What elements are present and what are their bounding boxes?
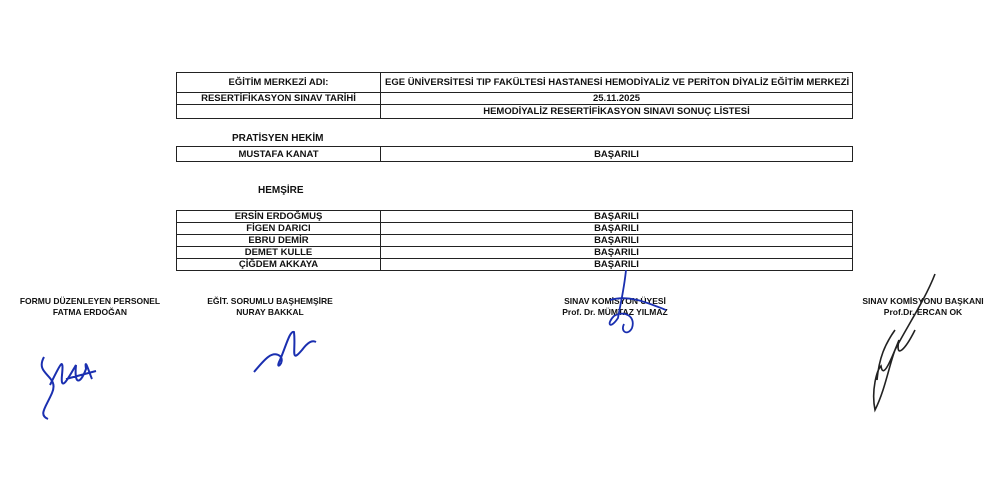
person-result: BAŞARILI: [380, 258, 853, 271]
handwritten-signature-icon: [608, 270, 667, 334]
person-result: BAŞARILI: [380, 246, 853, 259]
section-title-nurse: HEMŞİRE: [258, 185, 304, 196]
person-result: BAŞARILI: [380, 222, 853, 235]
person-result: BAŞARILI: [380, 234, 853, 247]
table-row: FİGEN DARICI BAŞARILI: [176, 222, 853, 235]
handwritten-signature-icon: [40, 356, 97, 420]
signature-block-member: SINAV KOMİSYON ÜYESİ Prof. Dr. MÜMTAZ YI…: [540, 296, 690, 318]
table-row: EBRU DEMİR BAŞARILI: [176, 234, 853, 247]
date-label: RESERTİFİKASYON SINAV TARİHİ: [176, 92, 381, 105]
signer-role: SINAV KOMİSYON ÜYESİ: [564, 296, 666, 306]
table-row: HEMODİYALİZ RESERTİFİKASYON SINAVI SONUÇ…: [176, 104, 853, 119]
person-name: ERSİN ERDOĞMUŞ: [176, 210, 381, 223]
table-row: RESERTİFİKASYON SINAV TARİHİ 25.11.2025: [176, 92, 853, 105]
table-row: DEMET KULLE BAŞARILI: [176, 246, 853, 259]
person-result: BAŞARILI: [380, 146, 853, 162]
nurse-table: ERSİN ERDOĞMUŞ BAŞARILI FİGEN DARICI BAŞAR…: [176, 210, 853, 271]
person-name: MUSTAFA KANAT: [176, 146, 381, 162]
person-name: EBRU DEMİR: [176, 234, 381, 247]
table-row: ÇİĞDEM AKKAYA BAŞARILI: [176, 258, 853, 271]
physician-table: MUSTAFA KANAT BAŞARILI: [176, 146, 853, 162]
list-title: HEMODİYALİZ RESERTİFİKASYON SINAVI SONUÇ…: [380, 104, 853, 119]
signature-block-head-nurse: EĞİT. SORUMLU BAŞHEMŞİRE NURAY BAKKAL: [195, 296, 345, 318]
signer-name: Prof.Dr. ERCAN OK: [883, 307, 963, 317]
handwritten-signature-icon: [253, 330, 317, 373]
person-name: DEMET KULLE: [176, 246, 381, 259]
signer-name: Prof. Dr. MÜMTAZ YILMAZ: [562, 307, 668, 317]
signer-role: FORMU DÜZENLEYEN PERSONEL: [19, 296, 161, 306]
person-result: BAŞARILI: [380, 210, 853, 223]
signature-block-preparer: FORMU DÜZENLEYEN PERSONEL FATMA ERDOĞAN: [10, 296, 170, 318]
table-row: EĞİTİM MERKEZİ ADI: EGE ÜNİVERSİTESİ TIP …: [176, 72, 853, 93]
person-name: FİGEN DARICI: [176, 222, 381, 235]
handwritten-signature-icon: [872, 273, 936, 413]
header-table: EĞİTİM MERKEZİ ADI: EGE ÜNİVERSİTESİ TIP …: [176, 72, 853, 119]
signer-role: EĞİT. SORUMLU BAŞHEMŞİRE: [207, 296, 333, 306]
table-row: ERSİN ERDOĞMUŞ BAŞARILI: [176, 210, 853, 223]
center-value: EGE ÜNİVERSİTESİ TIP FAKÜLTESİ HASTANESİ…: [380, 72, 853, 93]
signer-name: NURAY BAKKAL: [236, 307, 304, 317]
person-name: ÇİĞDEM AKKAYA: [176, 258, 381, 271]
section-title-physician: PRATİSYEN HEKİM: [232, 133, 324, 144]
table-row: MUSTAFA KANAT BAŞARILI: [176, 146, 853, 162]
signer-name: FATMA ERDOĞAN: [52, 307, 128, 317]
date-value: 25.11.2025: [380, 92, 853, 105]
center-label: EĞİTİM MERKEZİ ADI:: [176, 72, 381, 93]
